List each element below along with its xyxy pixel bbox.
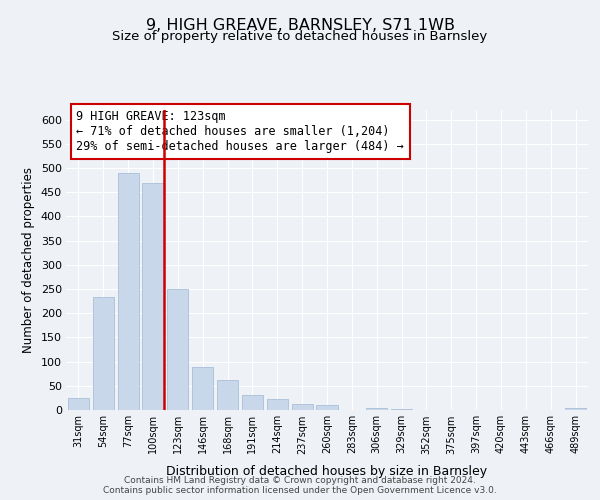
- Text: 9 HIGH GREAVE: 123sqm
← 71% of detached houses are smaller (1,204)
29% of semi-d: 9 HIGH GREAVE: 123sqm ← 71% of detached …: [76, 110, 404, 153]
- Bar: [565, 408, 586, 410]
- Text: Contains public sector information licensed under the Open Government Licence v3: Contains public sector information licen…: [103, 486, 497, 495]
- Text: 9, HIGH GREAVE, BARNSLEY, S71 1WB: 9, HIGH GREAVE, BARNSLEY, S71 1WB: [146, 18, 455, 32]
- Bar: [316, 405, 338, 410]
- Bar: [217, 380, 238, 410]
- Text: Contains HM Land Registry data © Crown copyright and database right 2024.: Contains HM Land Registry data © Crown c…: [124, 476, 476, 485]
- Bar: [391, 409, 412, 410]
- Y-axis label: Number of detached properties: Number of detached properties: [22, 167, 35, 353]
- X-axis label: Distribution of detached houses by size in Barnsley: Distribution of detached houses by size …: [166, 464, 488, 477]
- Text: Size of property relative to detached houses in Barnsley: Size of property relative to detached ho…: [112, 30, 488, 43]
- Bar: [167, 289, 188, 410]
- Bar: [366, 408, 387, 410]
- Bar: [292, 404, 313, 410]
- Bar: [93, 298, 114, 410]
- Bar: [267, 400, 288, 410]
- Bar: [242, 396, 263, 410]
- Bar: [68, 398, 89, 410]
- Bar: [192, 368, 213, 410]
- Bar: [118, 173, 139, 410]
- Bar: [142, 182, 164, 410]
